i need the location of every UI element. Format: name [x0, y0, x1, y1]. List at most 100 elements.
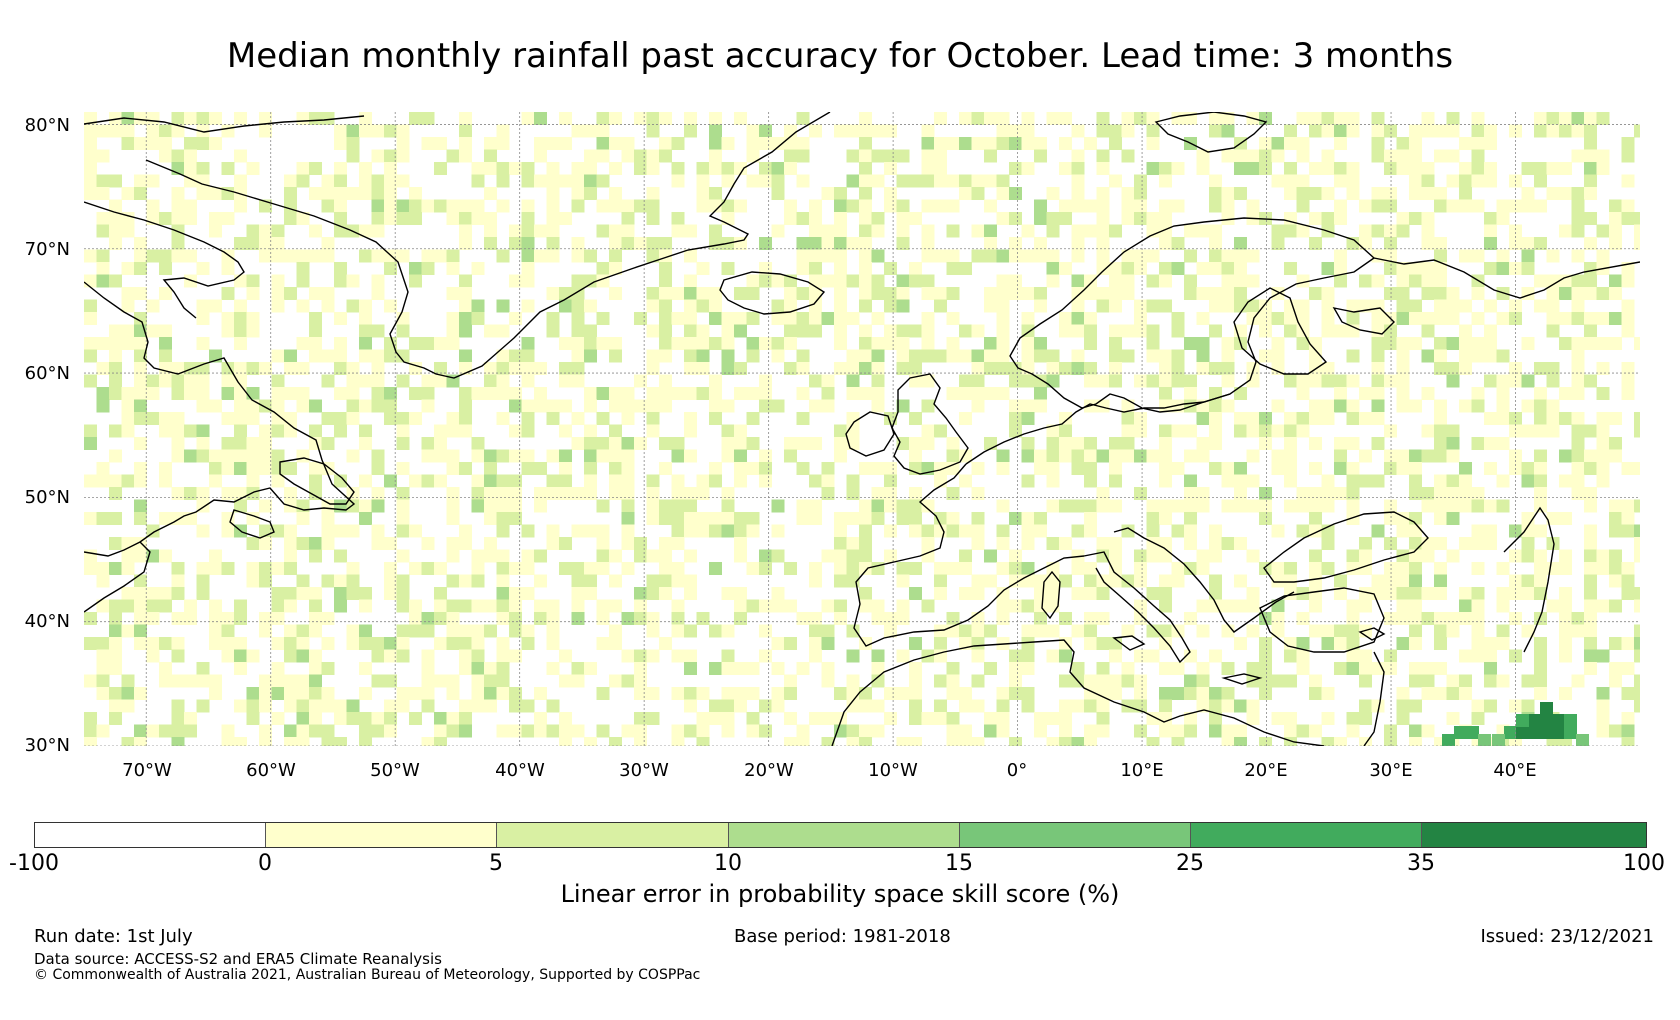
skill-cell [521, 174, 535, 188]
skill-cell [621, 412, 635, 425]
skill-cell [221, 524, 235, 538]
skill-cell [1096, 187, 1110, 200]
skill-cell [571, 599, 585, 613]
skill-cell [609, 287, 622, 300]
skill-cell [971, 374, 985, 388]
skill-cell [484, 674, 497, 688]
skill-cell [534, 149, 547, 163]
skill-cell [1234, 287, 1247, 300]
skill-cell [134, 237, 147, 250]
skill-cell [196, 699, 210, 713]
skill-cell [459, 112, 472, 125]
skill-cell [296, 212, 310, 225]
skill-cell [1596, 649, 1610, 663]
skill-cell [1559, 587, 1572, 600]
skill-cell [546, 312, 560, 325]
skill-cell [996, 299, 1010, 313]
skill-cell [321, 374, 335, 388]
skill-cell [1259, 112, 1272, 125]
skill-cell [1359, 274, 1372, 288]
skill-cell [1409, 212, 1422, 225]
skill-cell [1234, 574, 1247, 588]
skill-cell [646, 162, 660, 175]
skill-cell [271, 299, 285, 313]
skill-cell [1546, 362, 1560, 375]
skill-cell [1421, 662, 1435, 675]
skill-cell [1546, 287, 1560, 300]
skill-cell [1084, 324, 1097, 338]
skill-cell [309, 324, 322, 338]
skill-cell [221, 562, 235, 575]
skill-cell [546, 412, 560, 425]
skill-cell [184, 599, 197, 613]
skill-cell [534, 612, 547, 625]
skill-cell [1021, 399, 1035, 413]
skill-cell [834, 312, 847, 325]
skill-cell [721, 724, 735, 738]
skill-cell [1134, 187, 1147, 200]
skill-cell [721, 649, 735, 663]
skill-cell [809, 612, 822, 625]
skill-cell [859, 537, 872, 550]
skill-cell [409, 199, 422, 213]
skill-cell [134, 249, 147, 263]
skill-cell [1296, 337, 1310, 350]
skill-cell [1434, 662, 1447, 675]
skill-cell [296, 449, 310, 463]
skill-cell [1159, 537, 1172, 550]
map-panel[interactable] [84, 112, 1640, 746]
lon-label-30e: 30°E [1369, 760, 1413, 781]
skill-cell [834, 512, 847, 525]
skill-cell [1159, 474, 1172, 488]
skill-cell [1334, 174, 1347, 188]
skill-cell [671, 562, 685, 575]
skill-cell [734, 612, 747, 625]
skill-cell [1584, 212, 1597, 225]
skill-cell [109, 637, 122, 650]
skill-cell [1409, 599, 1422, 613]
skill-cell [996, 312, 1010, 325]
skill-cell [571, 362, 585, 375]
skill-cell [171, 737, 185, 746]
skill-cell [1434, 612, 1447, 625]
skill-cell [1396, 562, 1410, 575]
skill-cell [296, 674, 310, 688]
skill-cell [721, 312, 735, 325]
skill-cell [684, 724, 697, 738]
skill-cell [1621, 524, 1635, 538]
skill-cell [821, 374, 835, 388]
skill-cell [371, 349, 385, 363]
skill-cell [571, 237, 585, 250]
skill-cell [1521, 587, 1535, 600]
skill-cell [171, 112, 185, 125]
skill-cell [1571, 612, 1585, 625]
skill-cell [1196, 674, 1210, 688]
skill-cell [721, 362, 735, 375]
skill-cell [1446, 149, 1460, 163]
skill-cell [1409, 274, 1422, 288]
skill-cell [546, 624, 560, 638]
skill-cell [421, 262, 435, 275]
skill-cell [1434, 399, 1447, 413]
skill-cell [471, 299, 485, 313]
skill-cell [1284, 424, 1297, 438]
skill-cell [109, 212, 122, 225]
skill-cell [1196, 699, 1210, 713]
skill-cell [109, 274, 122, 288]
skill-cell [1609, 287, 1622, 300]
skill-cell [196, 137, 210, 150]
skill-cell [1021, 374, 1035, 388]
skill-cell [1296, 662, 1310, 675]
skill-cell [946, 199, 960, 213]
skill-cell [734, 162, 747, 175]
skill-cell [184, 162, 197, 175]
skill-cell [134, 112, 147, 125]
skill-cell [234, 112, 247, 125]
skill-cell [846, 387, 860, 400]
skill-cell [1409, 637, 1422, 650]
skill-cell [1196, 599, 1210, 613]
skill-cell [1584, 174, 1597, 188]
skill-cell [284, 524, 297, 538]
skill-cell [1259, 424, 1272, 438]
skill-cell [696, 287, 710, 300]
